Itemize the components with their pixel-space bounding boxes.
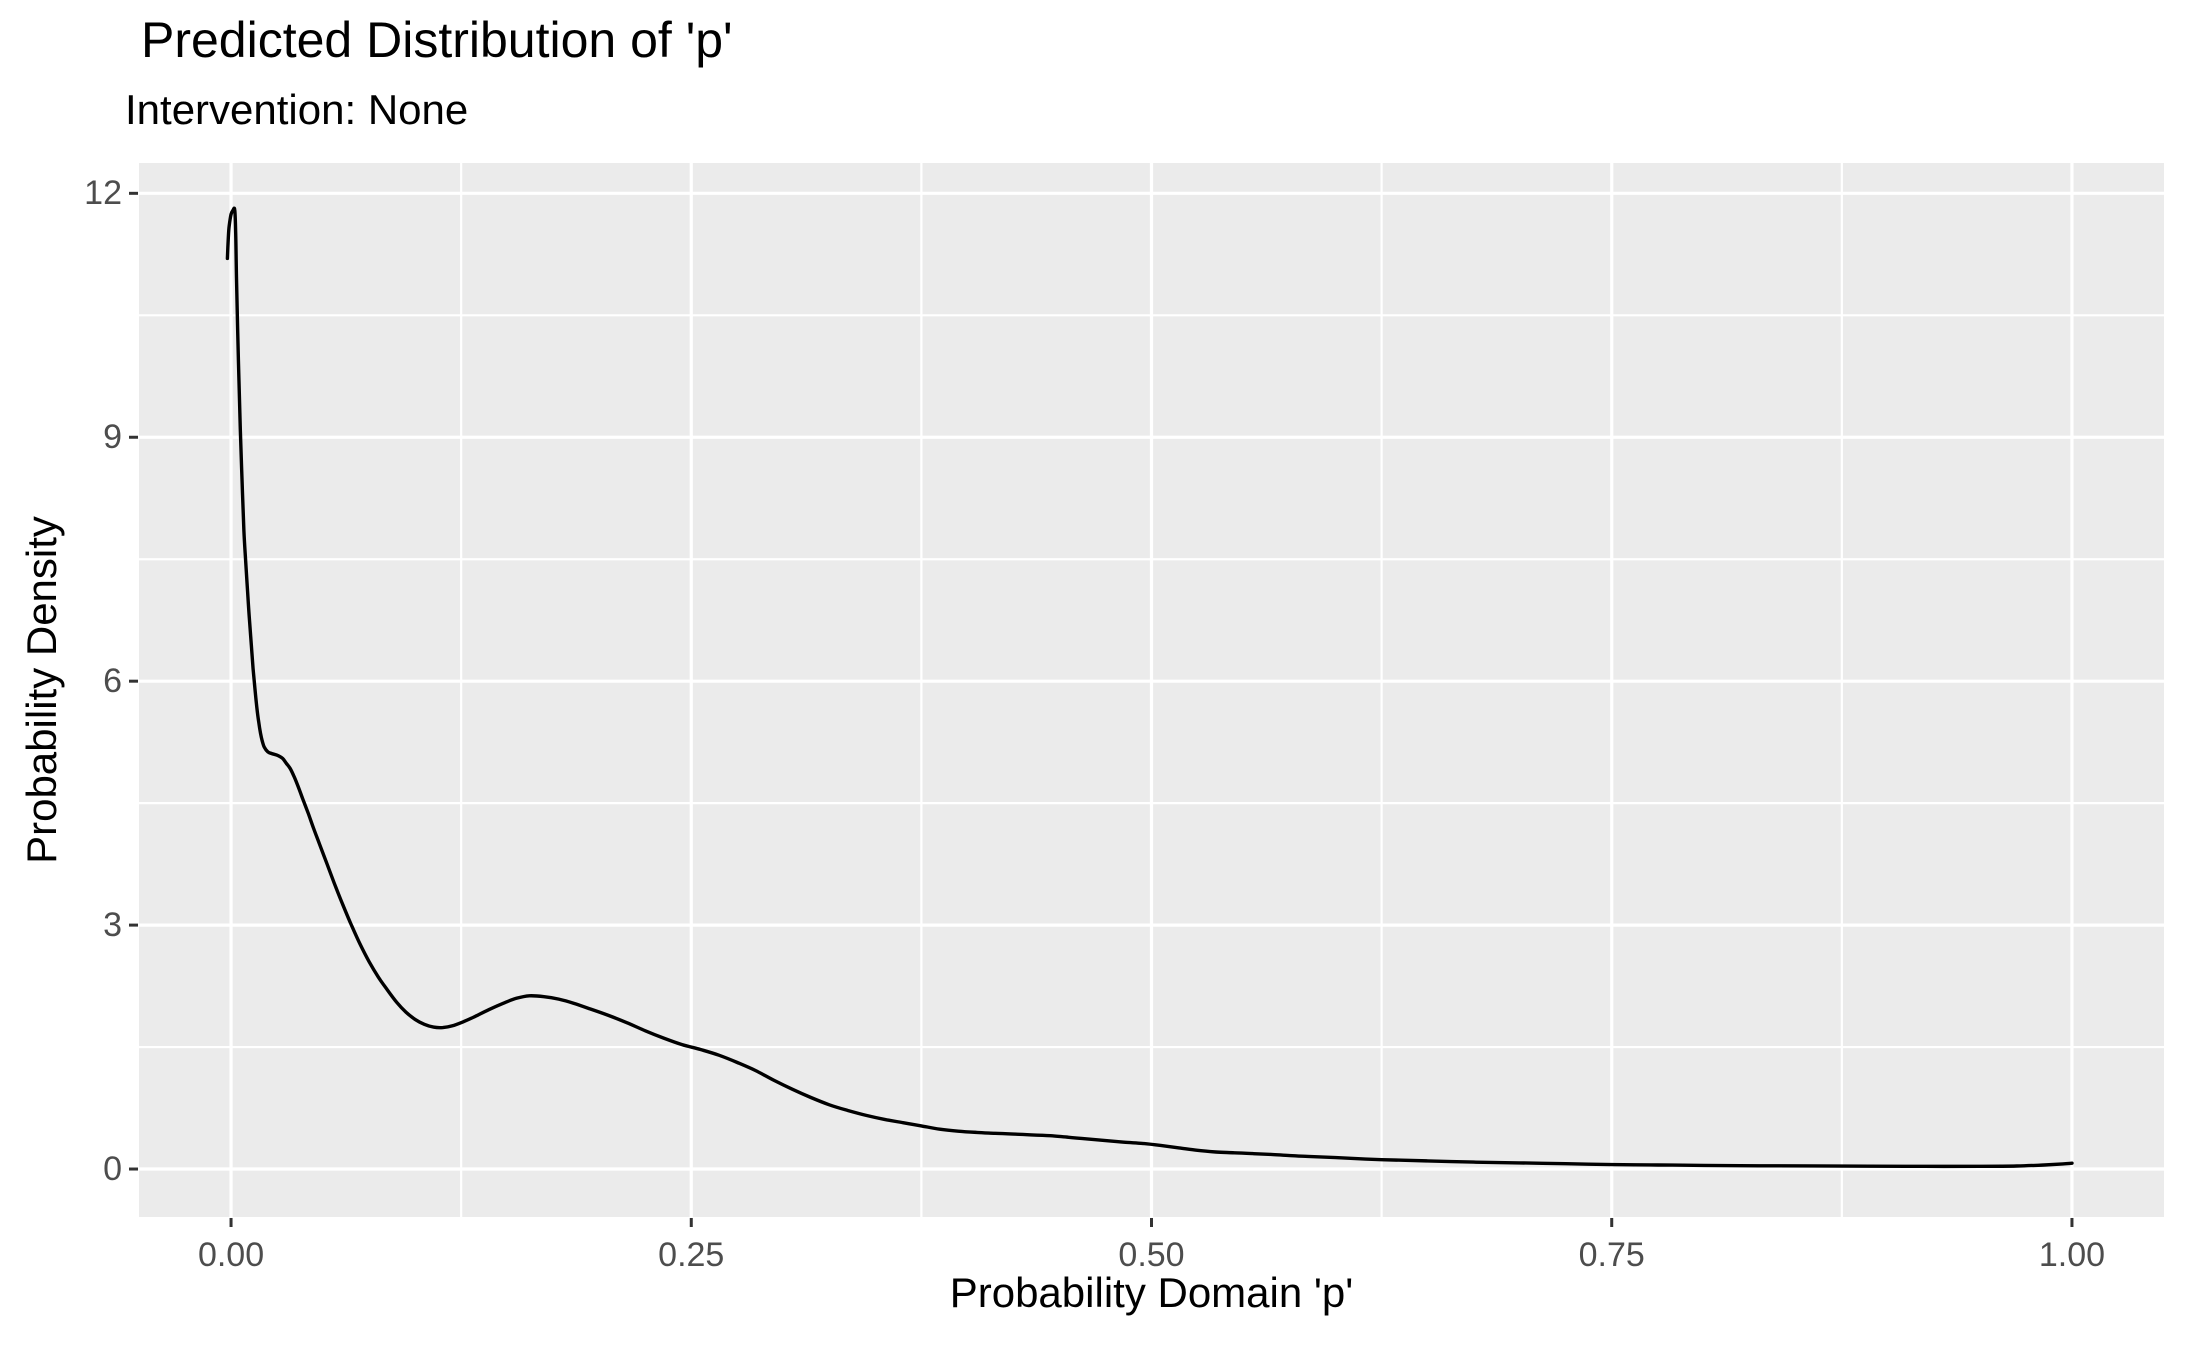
plot-title: Predicted Distribution of 'p' — [141, 12, 733, 68]
y-tick-label: 12 — [84, 174, 122, 213]
y-tick-label: 6 — [103, 662, 122, 701]
x-tick-label: 0.50 — [1118, 1236, 1185, 1274]
y-tick-label: 9 — [103, 418, 122, 457]
x-tick-label: 1.00 — [2038, 1236, 2106, 1274]
x-tick-label: 0.25 — [658, 1236, 725, 1274]
y-tick-label: 3 — [103, 906, 122, 945]
major-gridlines — [139, 163, 2164, 1217]
x-axis-title: Probability Domain 'p' — [949, 1269, 1354, 1316]
x-tick-label: 0.00 — [197, 1236, 265, 1274]
axis-tick-marks — [129, 191, 2074, 1227]
density-curve — [225, 206, 2074, 1169]
y-tick-label: 0 — [103, 1150, 122, 1189]
plot-subtitle: Intervention: None — [125, 86, 469, 133]
x-tick-label: 0.75 — [1578, 1236, 1645, 1274]
